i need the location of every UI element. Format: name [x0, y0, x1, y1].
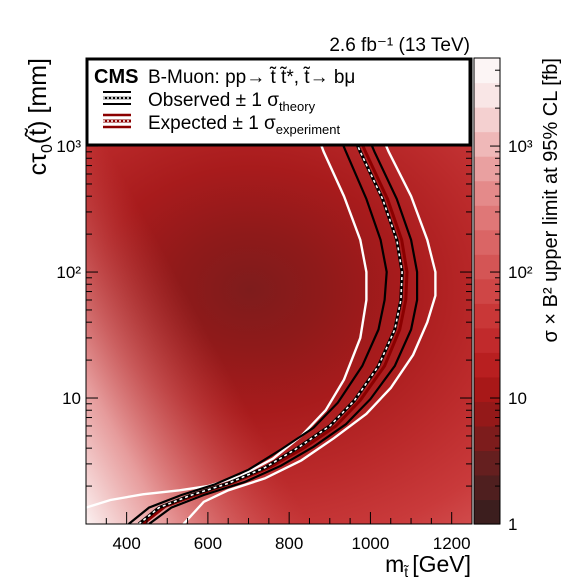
colorbar-segment: [474, 156, 500, 182]
y-axis-title: cτ0(t̃) [mm]: [24, 58, 56, 175]
colorbar-segment: [474, 229, 500, 255]
x-tick-label: 400: [112, 534, 140, 553]
x-tick-label: 1000: [352, 534, 390, 553]
lumi-label: 2.6 fb⁻¹ (13 TeV): [329, 35, 470, 56]
colorbar-frame: [473, 57, 501, 525]
colorbar-segment: [474, 303, 500, 329]
y-tick-label: 10³: [56, 137, 81, 156]
colorbar-segment: [474, 180, 500, 206]
z-tick-label: 10²: [508, 263, 533, 282]
x-tick-label: 600: [194, 534, 222, 553]
colorbar-segment: [474, 327, 500, 353]
x-tick-label: 800: [275, 534, 303, 553]
colorbar-segment: [474, 107, 500, 133]
colorbar-segment: [474, 474, 500, 501]
color-scale-bar: [473, 57, 501, 525]
y-tick-label: 10: [62, 389, 81, 408]
z-axis-title: σ × B² upper limit at 95% CL [fb]: [540, 58, 562, 343]
legend-expected-label: Expected ± 1 σexperiment: [148, 113, 340, 137]
legend-observed-marker: [103, 91, 131, 105]
colorbar-segment: [474, 254, 500, 280]
z-tick-label: 10³: [508, 137, 533, 156]
colorbar-segment: [474, 450, 500, 476]
z-tick-label: 10: [508, 389, 527, 408]
legend-header: B-Muon: pp→ t̃ t̃*, t̃→ bμ: [148, 66, 355, 88]
colorbar-segment: [474, 82, 500, 108]
legend-expected-marker: [103, 113, 131, 129]
colorbar-segment: [474, 499, 500, 525]
expected-band-line-1: [86, 58, 368, 509]
colorbar-segment: [474, 352, 500, 378]
observed-line-dashes: [138, 58, 403, 524]
legend: CMS B-Muon: pp→ t̃ t̃*, t̃→ bμ Observed …: [85, 57, 472, 147]
colorbar-segment: [474, 401, 500, 427]
legend-box: [85, 57, 472, 147]
colorbar-segment: [474, 205, 500, 231]
legend-observed-label: Observed ± 1 σtheory: [148, 90, 316, 114]
z-tick-label: 1: [508, 515, 517, 534]
colorbar-segment: [474, 425, 500, 452]
y-tick-label: 10²: [56, 263, 81, 282]
cms-label: CMS: [94, 66, 138, 88]
x-axis: 400 600 800 1000 1200: [85, 58, 473, 553]
colorbar-segment: [474, 131, 500, 157]
z-axis: 1 10 10² 10³: [490, 57, 533, 534]
x-axis-title: mt̃ [GeV]: [385, 551, 471, 580]
x-tick-label: 1200: [433, 534, 471, 553]
